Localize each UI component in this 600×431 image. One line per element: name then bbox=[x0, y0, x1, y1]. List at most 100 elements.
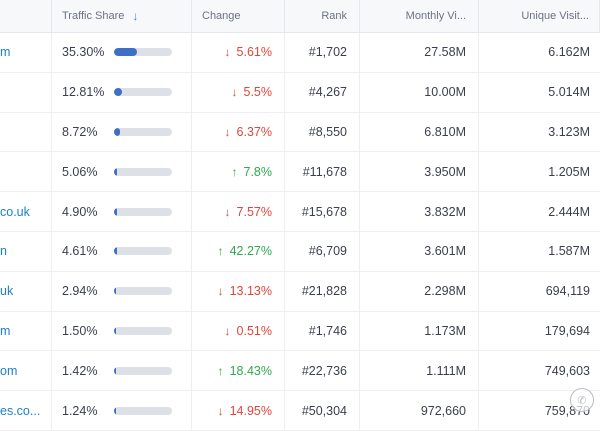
traffic-share-bar-fill bbox=[114, 366, 116, 375]
monthly-visits-value: 2.298M bbox=[424, 284, 466, 299]
table-row[interactable]: 12.81% ↓ 5.5% #4,267 10.00M 5.014M bbox=[0, 72, 600, 113]
domain-text[interactable]: uk bbox=[0, 284, 14, 299]
traffic-share-cell: 8.72% bbox=[52, 112, 192, 152]
rank-value: #50,304 bbox=[301, 403, 347, 418]
header-change[interactable]: Change bbox=[192, 0, 285, 32]
monthly-visits-value: 3.832M bbox=[424, 204, 466, 219]
traffic-share-value: 4.90% bbox=[62, 204, 98, 219]
monthly-visits-value: 27.58M bbox=[424, 45, 466, 60]
rank-value: #8,550 bbox=[308, 124, 347, 139]
sort-arrow-down-icon[interactable]: ↓ bbox=[132, 9, 139, 23]
change-cell: ↓ 13.13% bbox=[192, 271, 285, 311]
domain-text[interactable]: om bbox=[0, 363, 18, 378]
header-unique-visitors-label: Unique Visit... bbox=[521, 10, 589, 22]
change-cell: ↑ 7.8% bbox=[192, 152, 285, 192]
header-change-label: Change bbox=[202, 10, 241, 22]
table-row[interactable]: co.uk 4.90% ↓ 7.57% #15,678 3.832M 2.444… bbox=[0, 192, 600, 232]
domain-link[interactable] bbox=[0, 72, 52, 112]
rank-cell: #22,736 bbox=[285, 351, 360, 391]
traffic-share-value: 1.24% bbox=[62, 403, 98, 418]
table-row[interactable]: om 1.42% ↑ 18.43% #22,736 1.111M 749,603 bbox=[0, 351, 600, 392]
domain-text[interactable]: es.co... bbox=[0, 403, 41, 418]
table-row[interactable]: m 1.50% ↓ 0.51% #1,746 1.173M 179,694 bbox=[0, 311, 600, 352]
header-rank-label: Rank bbox=[321, 10, 347, 22]
traffic-share-bar-fill bbox=[114, 326, 116, 335]
domain-text[interactable]: m bbox=[0, 323, 11, 338]
header-rank[interactable]: Rank bbox=[285, 0, 360, 32]
table-row[interactable]: 5.06% ↑ 7.8% #11,678 3.950M 1.205M bbox=[0, 152, 600, 193]
domain-link[interactable]: uk bbox=[0, 271, 52, 311]
arrow-down-icon: ↓ bbox=[224, 204, 231, 219]
traffic-share-value: 1.42% bbox=[62, 363, 98, 378]
domain-link[interactable]: m bbox=[0, 33, 52, 72]
header-traffic-share[interactable]: Traffic Share ↓ bbox=[52, 0, 192, 32]
domain-text[interactable]: co.uk bbox=[0, 204, 30, 219]
traffic-share-bar bbox=[114, 88, 172, 97]
domain-link[interactable]: n bbox=[0, 231, 52, 271]
header-domain bbox=[0, 0, 52, 32]
traffic-share-bar-fill bbox=[114, 127, 120, 136]
wechat-icon: ✆ bbox=[570, 388, 594, 412]
change-value: 7.8% bbox=[243, 164, 273, 179]
traffic-share-cell: 4.61% bbox=[52, 231, 192, 271]
traffic-share-bar bbox=[114, 207, 172, 216]
traffic-share-bar bbox=[114, 247, 172, 256]
traffic-share-bar-fill bbox=[114, 247, 117, 256]
rank-cell: #8,550 bbox=[285, 112, 360, 152]
change-cell: ↓ 7.57% bbox=[192, 192, 285, 231]
table-row[interactable]: 8.72% ↓ 6.37% #8,550 6.810M 3.123M bbox=[0, 112, 600, 153]
traffic-share-cell: 4.90% bbox=[52, 192, 192, 231]
arrow-up-icon: ↑ bbox=[217, 363, 224, 378]
traffic-share-bar-fill bbox=[114, 48, 137, 57]
monthly-visits-value: 1.111M bbox=[426, 363, 466, 378]
domain-link[interactable] bbox=[0, 112, 52, 152]
monthly-visits-cell: 1.111M bbox=[360, 351, 479, 391]
monthly-visits-cell: 10.00M bbox=[360, 72, 479, 112]
unique-visitors-cell: 5.014M bbox=[479, 73, 600, 112]
traffic-share-bar bbox=[114, 366, 172, 375]
unique-visitors-value: 1.587M bbox=[548, 244, 590, 259]
arrow-down-icon: ↓ bbox=[217, 403, 224, 418]
domain-text[interactable]: n bbox=[0, 244, 7, 259]
unique-visitors-cell: 694,119 bbox=[479, 272, 600, 311]
monthly-visits-value: 972,660 bbox=[420, 403, 466, 418]
traffic-share-cell: 35.30% bbox=[52, 33, 192, 72]
change-cell: ↓ 5.61% bbox=[192, 33, 285, 72]
traffic-share-bar-fill bbox=[114, 207, 118, 216]
change-value: 14.95% bbox=[229, 403, 272, 418]
header-unique-visitors[interactable]: Unique Visit... bbox=[479, 0, 600, 32]
traffic-share-value: 2.94% bbox=[62, 284, 98, 299]
rank-cell: #15,678 bbox=[285, 192, 360, 231]
domain-link[interactable] bbox=[0, 152, 52, 192]
arrow-up-icon: ↑ bbox=[217, 244, 224, 259]
traffic-share-value: 8.72% bbox=[62, 124, 98, 139]
header-traffic-share-label: Traffic Share bbox=[62, 10, 125, 22]
monthly-visits-value: 3.601M bbox=[424, 244, 466, 259]
domain-link[interactable]: m bbox=[0, 311, 52, 351]
unique-visitors-value: 179,694 bbox=[544, 323, 590, 338]
unique-visitors-cell: 3.123M bbox=[479, 113, 600, 152]
traffic-share-value: 35.30% bbox=[62, 45, 105, 60]
change-cell: ↑ 42.27% bbox=[192, 231, 285, 271]
unique-visitors-value: 3.123M bbox=[548, 124, 590, 139]
table-row[interactable]: es.co... 1.24% ↓ 14.95% #50,304 972,660 … bbox=[0, 391, 600, 431]
domain-link[interactable]: om bbox=[0, 351, 52, 391]
header-monthly-visits[interactable]: Monthly Vi... bbox=[360, 0, 479, 32]
domain-link[interactable]: es.co... bbox=[0, 391, 52, 430]
rank-cell: #50,304 bbox=[285, 391, 360, 430]
change-cell: ↓ 6.37% bbox=[192, 112, 285, 152]
monthly-visits-cell: 6.810M bbox=[360, 112, 479, 152]
domain-text[interactable]: m bbox=[0, 45, 11, 60]
rank-value: #22,736 bbox=[301, 363, 347, 378]
table-row[interactable]: m 35.30% ↓ 5.61% #1,702 27.58M 6.162M bbox=[0, 33, 600, 73]
domain-link[interactable]: co.uk bbox=[0, 192, 52, 231]
unique-visitors-cell: 179,694 bbox=[479, 312, 600, 351]
table-row[interactable]: uk 2.94% ↓ 13.13% #21,828 2.298M 694,119 bbox=[0, 271, 600, 312]
rank-value: #1,746 bbox=[308, 323, 347, 338]
traffic-share-bar bbox=[114, 326, 172, 335]
change-value: 13.13% bbox=[229, 284, 272, 299]
traffic-share-bar bbox=[114, 287, 172, 296]
unique-visitors-value: 6.162M bbox=[548, 45, 590, 60]
change-cell: ↓ 0.51% bbox=[192, 311, 285, 351]
table-row[interactable]: n 4.61% ↑ 42.27% #6,709 3.601M 1.587M bbox=[0, 231, 600, 272]
